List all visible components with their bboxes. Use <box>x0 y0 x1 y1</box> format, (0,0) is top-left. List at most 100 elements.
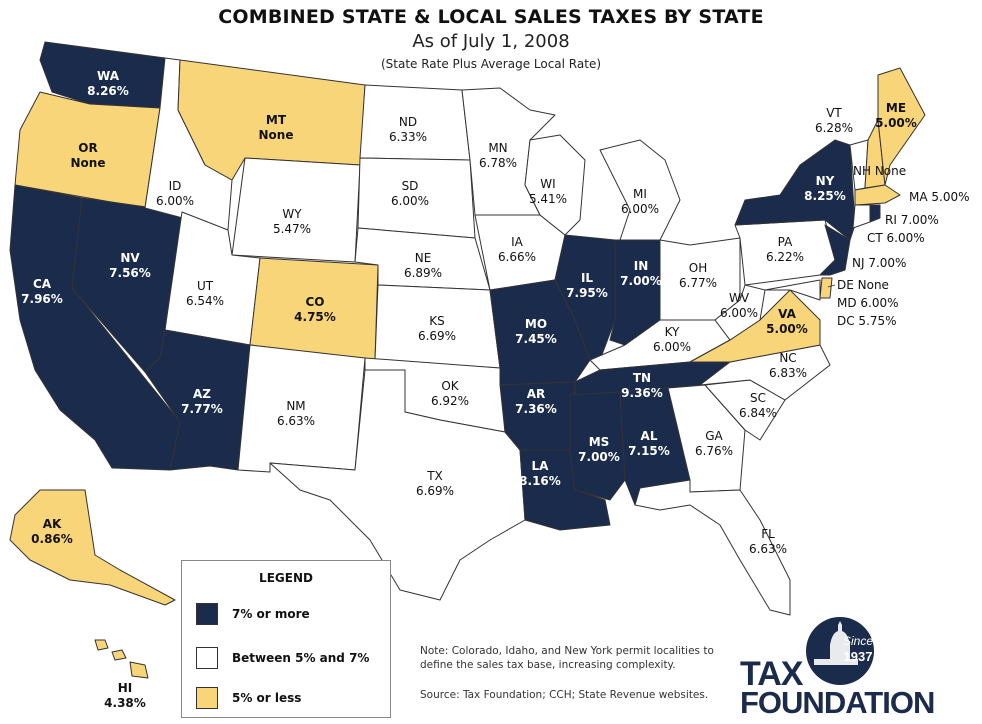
state-rate-UT: 6.54% <box>186 294 224 308</box>
legend-swatch-low <box>196 687 218 709</box>
state-rate-GA: 6.76% <box>695 444 733 458</box>
state-rate-MT: None <box>259 128 294 142</box>
state-abbr-WY: WY <box>282 207 302 221</box>
state-DE <box>819 277 833 299</box>
state-rate-KY: 6.00% <box>653 340 691 354</box>
state-rate-TN: 9.36% <box>621 386 663 400</box>
state-rate-IA: 6.66% <box>498 250 536 264</box>
state-rate-CA: 7.96% <box>21 292 63 306</box>
state-abbr-CO: CO <box>305 295 324 309</box>
state-rate-MS: 7.00% <box>578 450 620 464</box>
tax-foundation-logo: Since 1937 TAX FOUNDATION <box>740 615 980 720</box>
state-abbr-IA: IA <box>511 235 524 249</box>
capitol-seal-icon: Since 1937 <box>806 617 874 685</box>
state-rate-AZ: 7.77% <box>181 402 223 416</box>
state-NY <box>734 139 856 241</box>
legend-label-low: 5% or less <box>232 691 302 705</box>
state-abbr-SC: SC <box>750 391 766 405</box>
side-label-CT: CT 6.00% <box>867 231 925 245</box>
state-abbr-NE: NE <box>415 251 432 265</box>
state-abbr-VA: VA <box>778 307 796 321</box>
state-abbr-IN: IN <box>634 259 649 273</box>
state-rate-ME: 5.00% <box>875 116 917 130</box>
seal-since: Since <box>843 634 873 648</box>
state-abbr-AZ: AZ <box>193 387 211 401</box>
state-rate-PA: 6.22% <box>766 250 804 264</box>
logo-foundation-text: FOUNDATION <box>740 685 935 720</box>
state-rate-SD: 6.00% <box>391 194 429 208</box>
state-rate-NV: 7.56% <box>109 266 151 280</box>
state-abbr-FL: FL <box>761 527 775 541</box>
state-abbr-ID: ID <box>169 179 182 193</box>
state-abbr-NY: NY <box>816 174 835 188</box>
state-FL <box>634 479 791 616</box>
state-rate-OH: 6.77% <box>679 276 717 290</box>
state-rate-VA: 5.00% <box>766 322 808 336</box>
side-label-DC: DC 5.75% <box>837 314 897 328</box>
state-abbr-TN: TN <box>633 371 651 385</box>
legend: LEGEND 7% or more Between 5% and 7% 5% o… <box>181 560 391 718</box>
state-abbr-AL: AL <box>641 429 658 443</box>
seal-year: 1937 <box>844 649 873 664</box>
state-abbr-IL: IL <box>581 271 593 285</box>
state-abbr-GA: GA <box>705 429 723 443</box>
state-abbr-PA: PA <box>778 235 793 249</box>
state-abbr-KY: KY <box>665 325 680 339</box>
state-rate-WA: 8.26% <box>87 84 129 98</box>
state-NJ <box>819 224 851 276</box>
state-HI <box>94 639 149 679</box>
state-abbr-AK: AK <box>43 517 62 531</box>
state-CT <box>852 204 871 229</box>
side-label-NJ: NJ 7.00% <box>852 256 906 270</box>
state-abbr-OH: OH <box>689 261 707 275</box>
state-rate-AL: 7.15% <box>628 444 670 458</box>
state-abbr-MS: MS <box>589 435 610 449</box>
state-rate-NE: 6.89% <box>404 266 442 280</box>
state-abbr-AR: AR <box>527 387 546 401</box>
state-rate-OK: 6.92% <box>431 394 469 408</box>
state-abbr-WA: WA <box>97 69 120 83</box>
state-rate-AR: 7.36% <box>515 402 557 416</box>
state-rate-SC: 6.84% <box>739 406 777 420</box>
footnote: Note: Colorado, Idaho, and New York perm… <box>420 645 714 671</box>
leader-line-DE <box>827 284 836 288</box>
state-rate-VT: 6.28% <box>815 121 853 135</box>
state-rate-MN: 6.78% <box>479 156 517 170</box>
state-rate-FL: 6.63% <box>749 542 787 556</box>
side-label-RI: RI 7.00% <box>885 213 939 227</box>
state-rate-NY: 8.25% <box>804 189 846 203</box>
legend-swatch-mid <box>196 647 218 669</box>
state-abbr-UT: UT <box>197 279 214 293</box>
map-note: (State Rate Plus Average Local Rate) <box>380 57 602 71</box>
state-rate-MI: 6.00% <box>621 202 659 216</box>
legend-item-high: 7% or more <box>196 603 310 625</box>
state-abbr-HI: HI <box>118 681 133 695</box>
state-abbr-LA: LA <box>532 459 550 473</box>
state-rate-MO: 7.45% <box>515 332 557 346</box>
state-abbr-MI: MI <box>633 187 647 201</box>
state-abbr-MT: MT <box>266 113 287 127</box>
state-rate-NC: 6.83% <box>769 366 807 380</box>
state-abbr-CA: CA <box>33 277 52 291</box>
state-CO <box>249 257 379 361</box>
state-rate-HI: 4.38% <box>104 696 146 710</box>
state-abbr-VT: VT <box>826 106 842 120</box>
state-rate-OR: None <box>71 156 106 170</box>
side-label-DE: DE None <box>837 278 889 292</box>
source-note: Source: Tax Foundation; CCH; State Reven… <box>420 689 709 701</box>
state-abbr-TX: TX <box>426 469 443 483</box>
state-rate-ND: 6.33% <box>389 130 427 144</box>
state-rate-AK: 0.86% <box>31 532 73 546</box>
side-label-MD: MD 6.00% <box>837 296 899 310</box>
state-abbr-ND: ND <box>399 115 417 129</box>
state-abbr-OR: OR <box>78 141 97 155</box>
state-rate-TX: 6.69% <box>416 484 454 498</box>
state-abbr-KS: KS <box>429 314 445 328</box>
state-rate-WI: 5.41% <box>529 192 567 206</box>
state-abbr-OK: OK <box>441 379 459 393</box>
state-rate-WV: 6.00% <box>720 306 758 320</box>
side-label-NH: NH None <box>853 164 906 178</box>
state-rate-ID: 6.00% <box>156 194 194 208</box>
state-AK <box>9 489 176 606</box>
